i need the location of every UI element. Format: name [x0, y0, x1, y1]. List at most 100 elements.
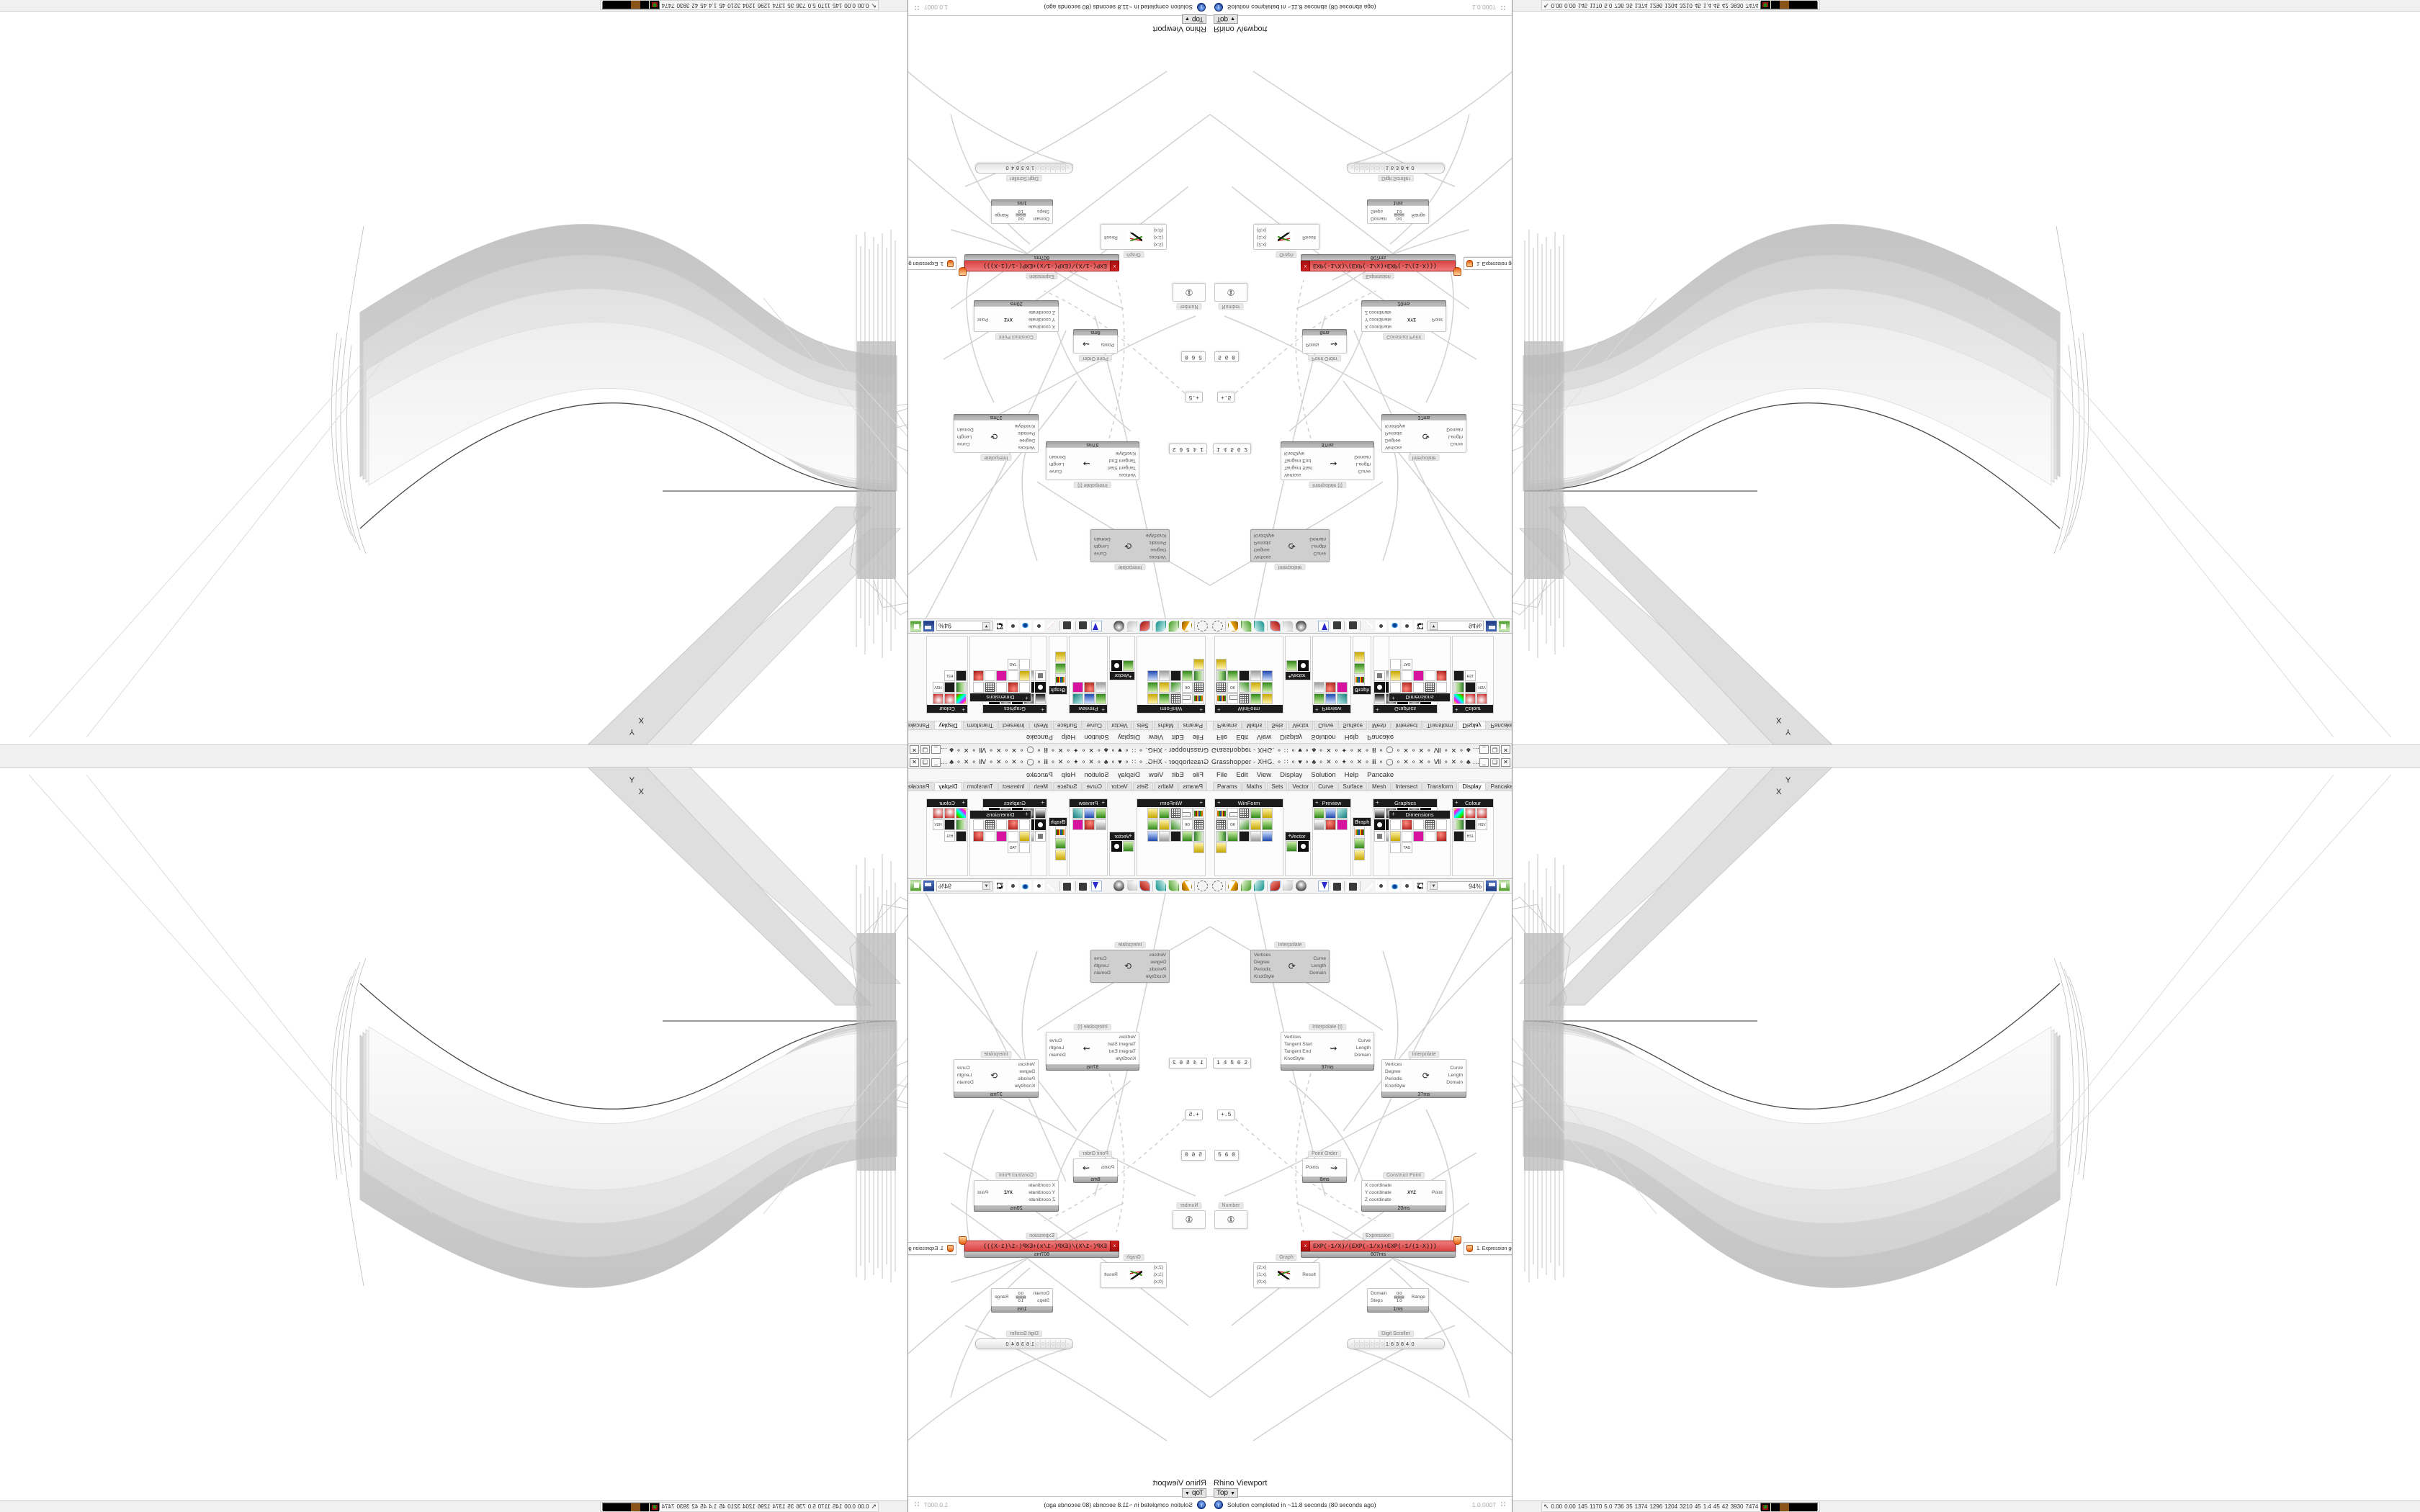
- port-length[interactable]: Length: [957, 1073, 972, 1078]
- menu-display[interactable]: Display: [1280, 733, 1303, 742]
- layer-swatch-4[interactable]: [611, 1, 622, 9]
- camera-icon[interactable]: [1331, 621, 1342, 631]
- port-range[interactable]: Range: [1411, 212, 1425, 217]
- component-icon-preview-shade[interactable]: [1072, 808, 1083, 819]
- port-curve[interactable]: Curve: [1094, 956, 1107, 961]
- layer-swatch-2[interactable]: [630, 1, 640, 9]
- sketch-region-icon[interactable]: [1197, 881, 1208, 891]
- node-body[interactable]: Vertices Tangent Start Tangent End KnotS…: [1046, 1032, 1139, 1065]
- preview-wire-icon[interactable]: [1283, 621, 1294, 631]
- port-branch-1[interactable]: {1;x}: [1257, 235, 1267, 240]
- preview-green-icon[interactable]: [1241, 881, 1252, 891]
- digit-6[interactable]: 1: [1385, 1340, 1390, 1348]
- component-icon-colour-hsv[interactable]: [944, 819, 955, 830]
- component-icon-listbox[interactable]: [1170, 819, 1181, 830]
- preview-shaded-icon[interactable]: [1181, 881, 1192, 891]
- port-length[interactable]: Length: [1355, 1045, 1371, 1050]
- close-button[interactable]: ✕: [910, 757, 919, 767]
- node-outputs[interactable]: Point: [1432, 1190, 1443, 1196]
- port-domain[interactable]: Domain: [1446, 427, 1463, 432]
- node-outputs[interactable]: Point: [977, 316, 988, 322]
- palette-group-items[interactable]: [1049, 826, 1067, 876]
- component-icon-colour-rgb[interactable]: [1465, 808, 1476, 819]
- tab-display[interactable]: Display: [1458, 782, 1486, 791]
- palette-group-items[interactable]: [1049, 636, 1067, 686]
- node-expression[interactable]: Expression x EXP(-1/X)/(EXP(-1/x)+EXP(-1…: [964, 1233, 1119, 1258]
- menu-file[interactable]: File: [1192, 770, 1204, 779]
- port-degree[interactable]: Degree: [1254, 960, 1270, 965]
- node-range[interactable]: Domain Steps 0.0 ▤▤▤ 1.0 Range 1ms: [1367, 199, 1429, 224]
- menu-solution[interactable]: Solution: [1084, 770, 1109, 779]
- widget-icon[interactable]: [1347, 621, 1358, 631]
- component-icon-dim-point[interactable]: [1008, 682, 1018, 693]
- grasshopper-window[interactable]: Grasshopper - XHG. ⚬ ∷ ⚬ ♥ ⚬ ♣ ⚬ ✕ ⚬ ✦ ⚬…: [1210, 756, 1512, 1512]
- component-icon-strip[interactable]: [1193, 670, 1204, 681]
- port-point[interactable]: Point: [1431, 317, 1443, 322]
- menu-solution[interactable]: Solution: [1084, 733, 1109, 742]
- number-cap-digits[interactable]: 5 6 0: [1214, 1150, 1240, 1161]
- palette-group-preview[interactable]: Preview: [1069, 798, 1108, 876]
- port-degree[interactable]: Degree: [1150, 547, 1166, 552]
- digit-3[interactable]: 0: [1045, 1340, 1050, 1348]
- node-interpolate-b[interactable]: Interpolate Vertices Degree Periodic Kno…: [954, 414, 1039, 461]
- expression-input[interactable]: EXP(-1/X)/(EXP(-1/x)+EXP(-1/(1-X))): [1310, 1241, 1455, 1251]
- node-inputs[interactable]: Vertices Degree Periodic KnotStyle: [1146, 532, 1166, 559]
- component-icon-gradient[interactable]: [1354, 652, 1365, 662]
- eye-preview-icon[interactable]: [1389, 621, 1399, 631]
- port-domain[interactable]: Domain: [1094, 536, 1111, 541]
- digit-5[interactable]: 0: [1380, 164, 1385, 172]
- digit-9[interactable]: 8: [1015, 164, 1020, 172]
- component-icon-listbox[interactable]: [1239, 682, 1250, 693]
- node-inputs[interactable]: Vertices Tangent Start Tangent End KnotS…: [1108, 450, 1136, 477]
- component-icon-vector-field[interactable]: [1286, 660, 1297, 671]
- pen-dropdown-icon[interactable]: [1034, 881, 1044, 891]
- port-x-coordinate[interactable]: X coordinate: [1365, 324, 1392, 329]
- component-icon-hsv-label[interactable]: HSV: [933, 682, 944, 693]
- node-interpolate-b[interactable]: Interpolate Vertices Degree Periodic Kno…: [1381, 1051, 1466, 1098]
- component-icon-datagrid[interactable]: [1239, 693, 1250, 704]
- menu-help[interactable]: Help: [1344, 733, 1359, 742]
- node-body[interactable]: Vertices Degree Periodic KnotStyle ⟳ Cur…: [1250, 529, 1330, 562]
- node-body[interactable]: ①: [1173, 1210, 1206, 1229]
- port-vertices[interactable]: Vertices: [1119, 1035, 1136, 1040]
- digit-3[interactable]: 0: [1045, 164, 1050, 172]
- component-icon-preview-mesh[interactable]: [1325, 808, 1336, 819]
- layer-swatch-4[interactable]: [1798, 1, 1809, 9]
- menu-view[interactable]: View: [1256, 733, 1272, 742]
- component-icon-progress[interactable]: [1159, 693, 1170, 704]
- tab-transform[interactable]: Transform: [962, 721, 998, 730]
- menu-edit[interactable]: Edit: [1172, 733, 1184, 742]
- node-graph-mapper[interactable]: Graph {2;x} {1;x} {0;x} Result: [1253, 224, 1319, 258]
- port-domain[interactable]: Domain: [1033, 1291, 1049, 1296]
- component-icon-colour-argb[interactable]: [933, 808, 944, 819]
- expression-input-port[interactable]: x: [1110, 261, 1119, 271]
- preview-shaded-icon[interactable]: [1181, 621, 1192, 631]
- component-icon-strip[interactable]: [1216, 831, 1227, 842]
- port-degree[interactable]: Degree: [1385, 1069, 1401, 1074]
- layer-swatch-1[interactable]: [1770, 1, 1780, 9]
- viewport-mode-select[interactable]: Top▼: [1214, 14, 1239, 24]
- node-body[interactable]: {2;x} {1;x} {0;x} Result: [1253, 224, 1319, 250]
- digit-7[interactable]: 6: [1025, 1340, 1030, 1348]
- port-periodic[interactable]: Periodic: [1018, 1076, 1035, 1081]
- digit-5[interactable]: 0: [1035, 1340, 1040, 1348]
- component-icon-dim-ordinate[interactable]: [985, 831, 995, 842]
- digit-3[interactable]: 0: [1370, 1340, 1375, 1348]
- port-y-coordinate[interactable]: Y coordinate: [1028, 317, 1055, 322]
- number-cap-half[interactable]: +.5: [1185, 392, 1203, 402]
- node-body[interactable]: Vertices Degree Periodic KnotStyle ⟳ Cur…: [954, 1059, 1039, 1092]
- node-inputs[interactable]: Vertices Degree Periodic KnotStyle: [1385, 423, 1405, 450]
- resize-grip[interactable]: [1500, 4, 1507, 12]
- port-knotstyle[interactable]: KnotStyle: [1145, 974, 1166, 979]
- component-icon-square[interactable]: [1374, 670, 1385, 681]
- component-icon-slider[interactable]: [1216, 659, 1227, 670]
- port-branch-1[interactable]: {1;x}: [1257, 1272, 1267, 1277]
- node-body[interactable]: Points ⇝: [1302, 335, 1347, 354]
- component-icon-panel[interactable]: [1159, 670, 1170, 681]
- tab-params[interactable]: Params: [1213, 721, 1242, 730]
- node-outputs[interactable]: Result: [1104, 234, 1118, 240]
- component-icon-preview-shade[interactable]: [1072, 693, 1083, 704]
- grasshopper-status-bar[interactable]: i Solution completed in ~11.8 seconds (8…: [1210, 1496, 1512, 1512]
- expression-bar[interactable]: x EXP(-1/X)/(EXP(-1/x)+EXP(-1/(1-X))): [964, 260, 1119, 271]
- component-icon-gradient[interactable]: [1055, 850, 1066, 860]
